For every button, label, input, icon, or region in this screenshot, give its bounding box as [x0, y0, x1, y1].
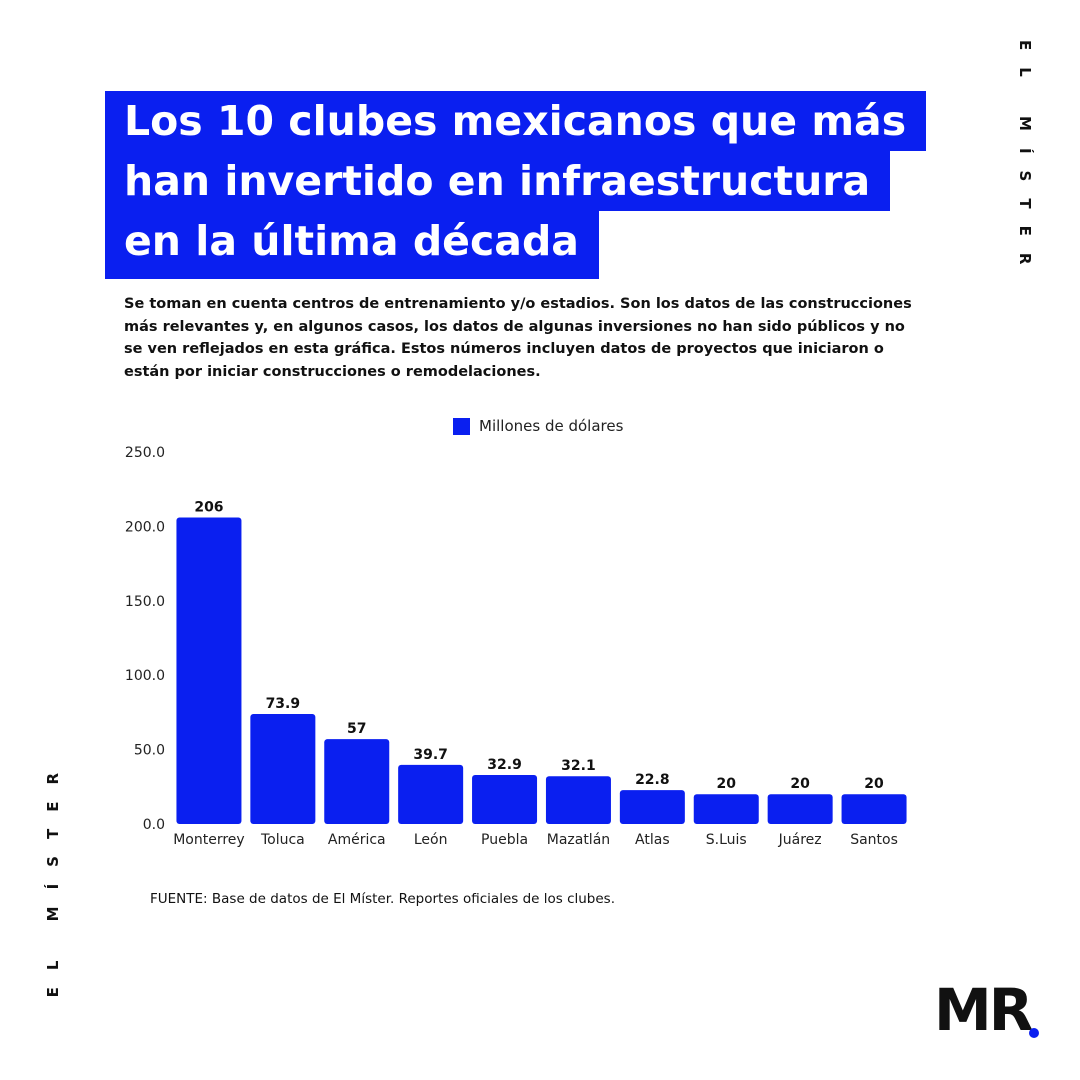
bar — [176, 517, 242, 824]
data-label: 39.7 — [413, 747, 448, 763]
data-label: 20 — [790, 776, 810, 792]
y-tick-label: 0.0 — [143, 817, 165, 833]
x-tick-label: Santos — [850, 832, 898, 848]
y-tick-label: 150.0 — [125, 594, 165, 610]
x-tick-label: S.Luis — [706, 832, 747, 848]
chart-legend: Millones de dólares — [453, 416, 623, 436]
x-tick-label: Mazatlán — [547, 832, 610, 848]
y-tick-label: 250.0 — [125, 445, 165, 461]
x-tick-label: Puebla — [481, 832, 528, 848]
bar — [398, 764, 464, 824]
x-tick-label: León — [414, 832, 448, 848]
bar — [545, 776, 611, 824]
data-label: 57 — [347, 721, 366, 737]
legend-swatch — [453, 417, 470, 435]
title-line-3: en la última década — [105, 211, 599, 279]
y-tick-label: 100.0 — [125, 668, 165, 684]
y-tick-label: 200.0 — [125, 519, 165, 535]
bar — [767, 794, 833, 824]
logo-dot — [1029, 1028, 1039, 1038]
data-label: 206 — [194, 499, 223, 515]
x-tick-label: América — [328, 832, 386, 848]
legend-label: Millones de dólares — [479, 417, 624, 435]
y-tick-label: 50.0 — [134, 743, 165, 759]
bar — [693, 794, 759, 824]
data-label: 20 — [864, 776, 884, 792]
subtitle: Se toman en cuenta centros de entrenamie… — [124, 296, 912, 380]
x-tick-label: Juárez — [778, 832, 822, 848]
title-line-1: Los 10 clubes mexicanos que más — [105, 91, 927, 151]
logo: MR — [934, 976, 1033, 1044]
data-label: 32.9 — [487, 757, 522, 773]
bar — [324, 739, 390, 824]
data-label: 22.8 — [635, 772, 670, 788]
bar — [841, 794, 907, 824]
data-label: 32.1 — [561, 758, 596, 774]
brand-vertical-right: EL MÍSTER — [1016, 40, 1034, 282]
bar — [619, 790, 685, 824]
x-tick-label: Toluca — [260, 832, 305, 848]
x-tick-label: Atlas — [635, 832, 670, 848]
bar — [250, 714, 316, 824]
source-note: FUENTE: Base de datos de El Míster. Repo… — [150, 891, 616, 907]
data-label: 20 — [717, 776, 737, 792]
title-line-2: han invertido en infraestructura — [105, 151, 891, 211]
data-label: 73.9 — [266, 696, 301, 712]
bar — [472, 775, 538, 824]
x-tick-label: Monterrey — [173, 832, 244, 848]
